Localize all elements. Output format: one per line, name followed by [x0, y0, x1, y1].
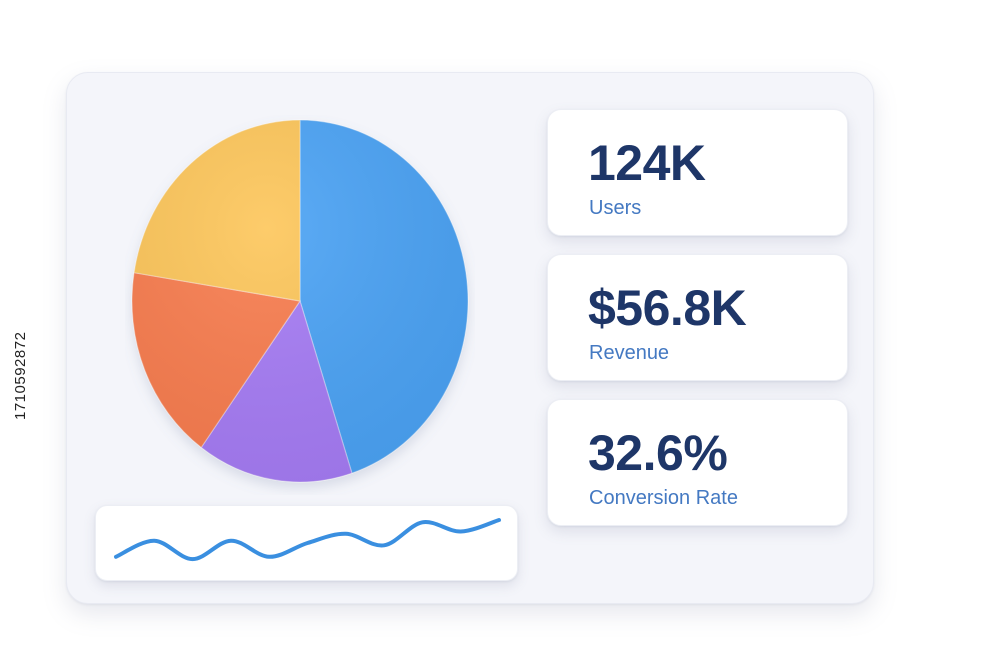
pie-slice-4[interactable]	[133, 119, 301, 302]
pie-chart-svg	[131, 119, 469, 483]
stat-label: Conversion Rate	[589, 487, 738, 509]
stat-label: Revenue	[589, 342, 670, 364]
pie-chart	[125, 115, 475, 495]
sparkline-line	[114, 518, 501, 562]
sparkline-chart	[114, 518, 501, 562]
watermark-id: 1710592872	[12, 331, 29, 420]
stat-value: 32.6%	[588, 425, 728, 481]
stat-card-conversion-rate[interactable]: 32.6% Conversion Rate	[547, 399, 848, 526]
stat-card-users[interactable]: 124K Users	[547, 109, 848, 236]
stat-value: $56.8K	[588, 280, 747, 336]
stat-card-revenue[interactable]: $56.8K Revenue	[547, 254, 848, 381]
stat-label: Users	[589, 197, 642, 219]
stat-value: 124K	[588, 135, 706, 191]
sparkline-card	[95, 505, 518, 581]
dashboard-card: 124K Users $56.8K Revenue 32.6% Conversi…	[66, 72, 874, 604]
